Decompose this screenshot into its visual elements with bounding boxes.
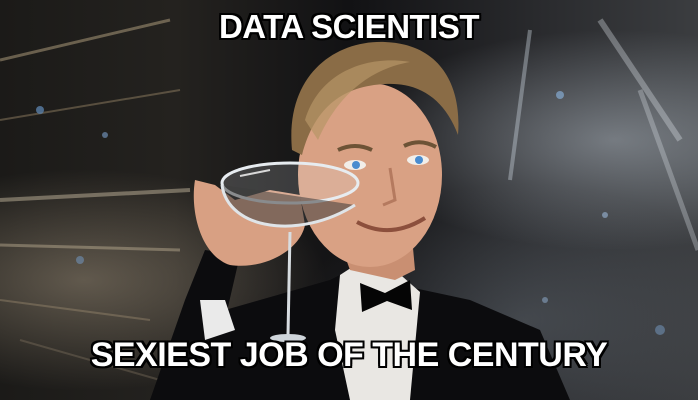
- bottom-caption: SEXIEST JOB OF THE CENTURY: [90, 336, 608, 374]
- hair: [291, 41, 459, 155]
- bow-tie: [360, 280, 412, 312]
- top-caption: DATA SCIENTIST: [218, 8, 480, 45]
- smile: [356, 216, 427, 233]
- face: [298, 83, 442, 267]
- arm: [150, 250, 240, 400]
- champagne-glass-icon: [220, 161, 360, 342]
- fireworks-background: [0, 18, 698, 381]
